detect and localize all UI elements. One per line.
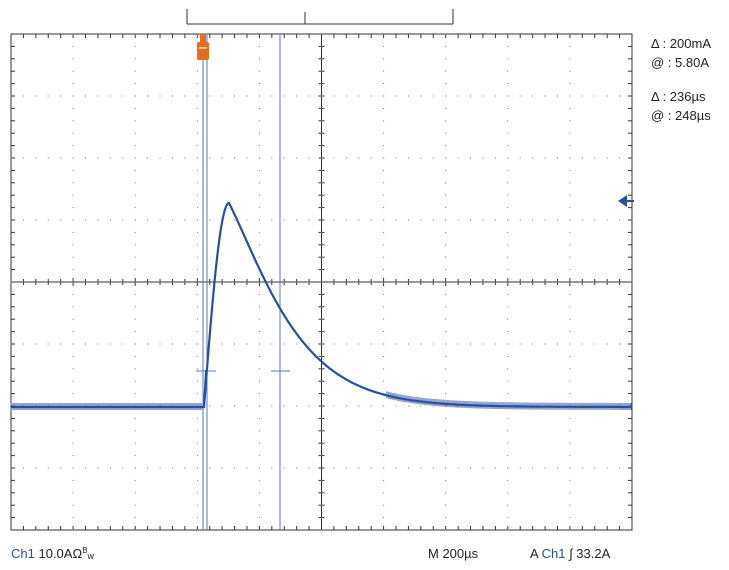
trigger-position-marker[interactable]: [197, 34, 209, 60]
trigger-level-arrow-icon[interactable]: [618, 195, 627, 207]
ch1-scale-readout[interactable]: Ch1 10.0AΩBw: [11, 546, 94, 561]
ch1-trace-noise: [10, 391, 632, 410]
ch1-rising-edge: [203, 369, 207, 408]
trigger-prefix: A: [530, 546, 538, 561]
time-delta-readout: Δ : 236µs: [651, 89, 706, 104]
ch1-waveform: [10, 201, 632, 410]
amplitude-delta-readout: Δ : 200mA: [651, 36, 711, 51]
bandwidth-limit-superscript: B: [82, 546, 88, 555]
record-length-bracket: [186, 9, 454, 25]
graticule: [10, 33, 633, 531]
trigger-channel: Ch1: [541, 546, 566, 561]
trigger-readout[interactable]: A Ch1 ∫ 33.2A: [530, 546, 610, 561]
trigger-edge-icon: ∫: [569, 546, 573, 561]
ch1-scale: 10.0A: [38, 546, 73, 561]
time-at-readout: @ : 248µs: [651, 108, 711, 123]
amplitude-at-readout: @ : 5.80A: [651, 55, 710, 70]
ch1-label: Ch1: [11, 546, 35, 561]
ohm-symbol: Ω: [72, 546, 83, 561]
cursor-lines: [196, 34, 290, 530]
trigger-level: 33.2A: [576, 546, 611, 561]
timebase-readout[interactable]: M 200µs: [428, 546, 479, 561]
bandwidth-limit-subscript: w: [87, 551, 95, 561]
